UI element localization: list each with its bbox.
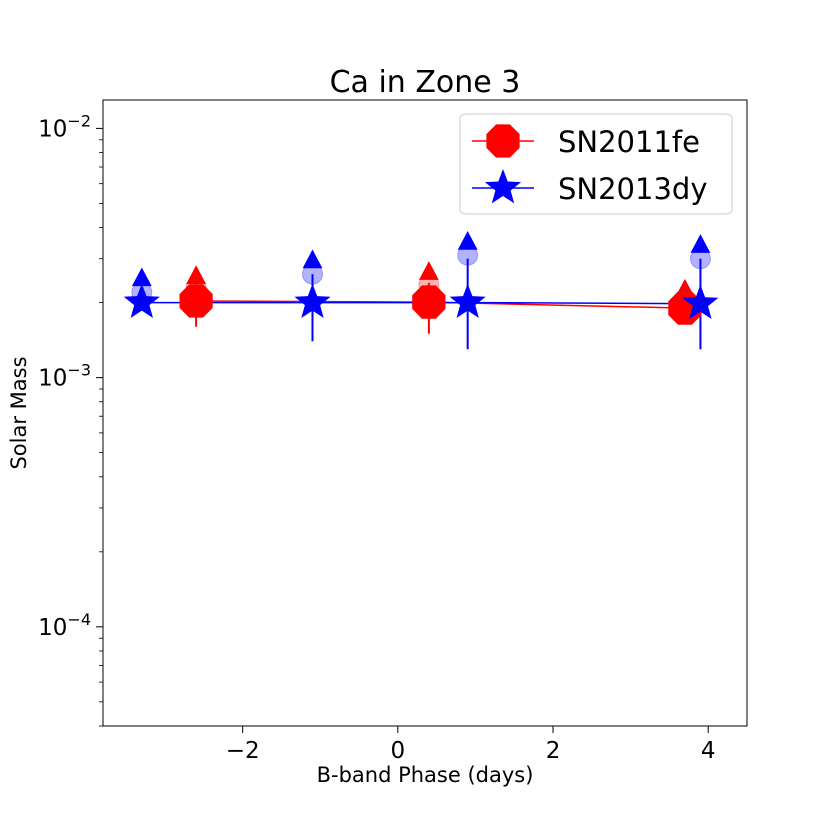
upper-limit-marker [131,267,152,287]
data-point [294,283,331,318]
chart-title: Ca in Zone 3 [330,65,521,100]
series-line [141,301,701,305]
data-point [179,284,213,318]
x-axis-label: B-band Phase (days) [317,763,534,787]
data-point [449,283,486,318]
x-tick-label: −2 [226,738,260,764]
x-tick-label: 0 [391,738,406,764]
y-tick-label: 10−4 [38,610,91,641]
legend-box [459,113,733,215]
y-tick-label: 10−3 [38,361,91,392]
upper-limit-marker [418,261,439,280]
data-point [412,285,446,319]
y-tick-label: 10−2 [38,111,91,142]
legend: SN2011fe SN2013dy [459,113,733,215]
legend-label: SN2013dy [558,172,707,206]
upper-limit-marker [186,265,207,284]
legend-marker [486,124,520,158]
data-point [682,284,719,319]
upper-limit-marker [457,231,478,250]
upper-limit-marker [302,249,323,269]
data-point [123,283,160,318]
legend-marker [484,169,522,204]
upper-limit-marker [690,234,711,253]
legend-label: SN2011fe [558,125,700,159]
x-tick-label: 2 [546,738,561,764]
plot-frame [102,99,748,727]
x-tick-label: 4 [701,738,716,764]
y-axis-label: Solar Mass [7,356,31,469]
